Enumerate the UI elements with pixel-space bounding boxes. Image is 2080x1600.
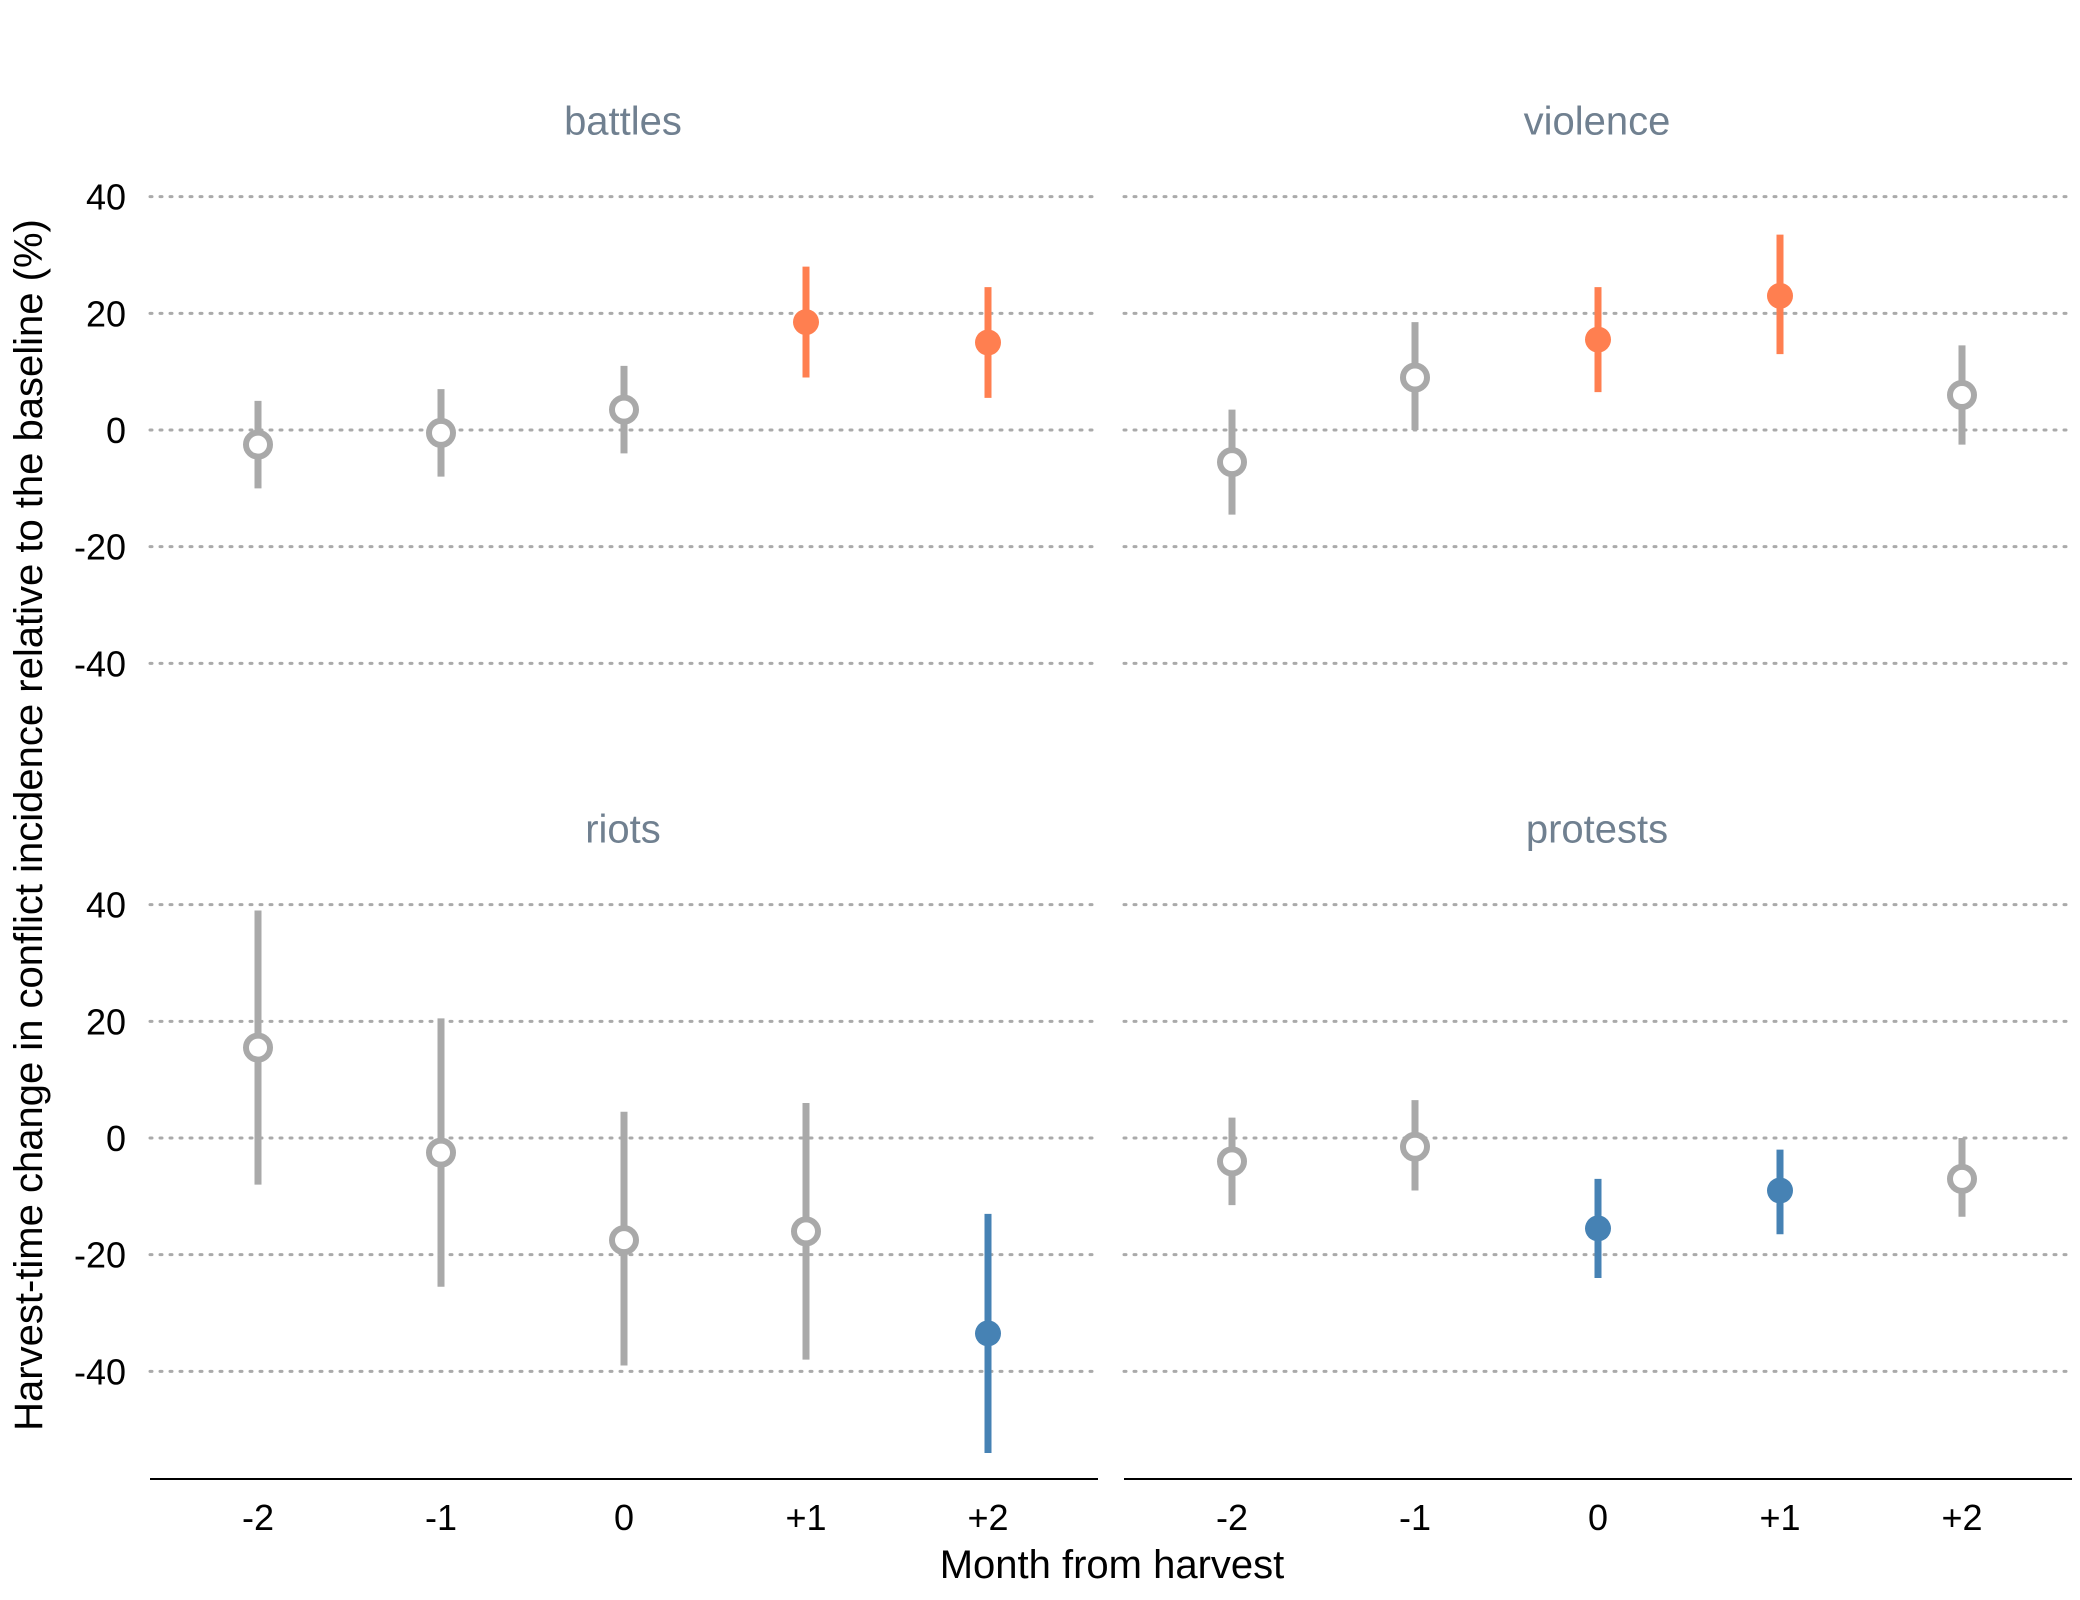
panel-title-protests: protests	[1526, 808, 1668, 852]
point-estimate-filled	[975, 329, 1001, 356]
y-tick-label: 40	[86, 885, 126, 926]
panel-title-violence: violence	[1524, 100, 1671, 144]
point-estimate-filled	[1767, 1177, 1793, 1204]
point-estimate-open	[1400, 362, 1430, 393]
point-estimate-open	[1947, 1163, 1977, 1194]
point-estimate-open	[609, 394, 639, 425]
x-tick-label: 0	[1588, 1497, 1608, 1538]
point-estimate-filled	[975, 1320, 1001, 1347]
point-estimate-open	[243, 1032, 273, 1063]
x-tick-label: 0	[614, 1497, 634, 1538]
point-estimate-filled	[1767, 282, 1793, 309]
x-tick-label: -1	[425, 1497, 457, 1538]
panel-title-riots: riots	[585, 808, 661, 852]
point-estimate-filled	[1585, 326, 1611, 353]
x-tick-label: -2	[242, 1497, 274, 1538]
point-estimate-open	[243, 429, 273, 460]
point-estimate-open	[1400, 1131, 1430, 1162]
point-estimate-filled	[793, 309, 819, 336]
x-tick-label: +1	[1759, 1497, 1800, 1538]
x-tick-label: -2	[1216, 1497, 1248, 1538]
x-tick-label: +1	[785, 1497, 826, 1538]
panel-title-battles: battles	[564, 100, 682, 144]
point-estimate-open	[791, 1216, 821, 1247]
point-estimate-open	[426, 1137, 456, 1168]
x-tick-label: -1	[1399, 1497, 1431, 1538]
x-tick-label: +2	[1941, 1497, 1982, 1538]
y-tick-label: -40	[74, 643, 126, 684]
y-tick-label: 0	[106, 410, 126, 451]
x-tick-label: +2	[967, 1497, 1008, 1538]
point-estimate-open	[1217, 447, 1247, 478]
y-axis-title: Harvest-time change in conflict incidenc…	[7, 219, 51, 1431]
y-tick-label: -40	[74, 1351, 126, 1392]
y-tick-label: 20	[86, 1001, 126, 1042]
point-estimate-filled	[1585, 1215, 1611, 1242]
point-estimate-open	[1947, 380, 1977, 411]
x-axis-title: Month from harvest	[940, 1543, 1285, 1587]
y-tick-label: 0	[106, 1118, 126, 1159]
point-estimate-open	[426, 417, 456, 448]
point-estimate-open	[609, 1225, 639, 1256]
y-tick-label: -20	[74, 1235, 126, 1276]
y-tick-label: 40	[86, 177, 126, 218]
y-tick-label: 20	[86, 293, 126, 334]
y-tick-label: -20	[74, 527, 126, 568]
point-estimate-open	[1217, 1146, 1247, 1177]
